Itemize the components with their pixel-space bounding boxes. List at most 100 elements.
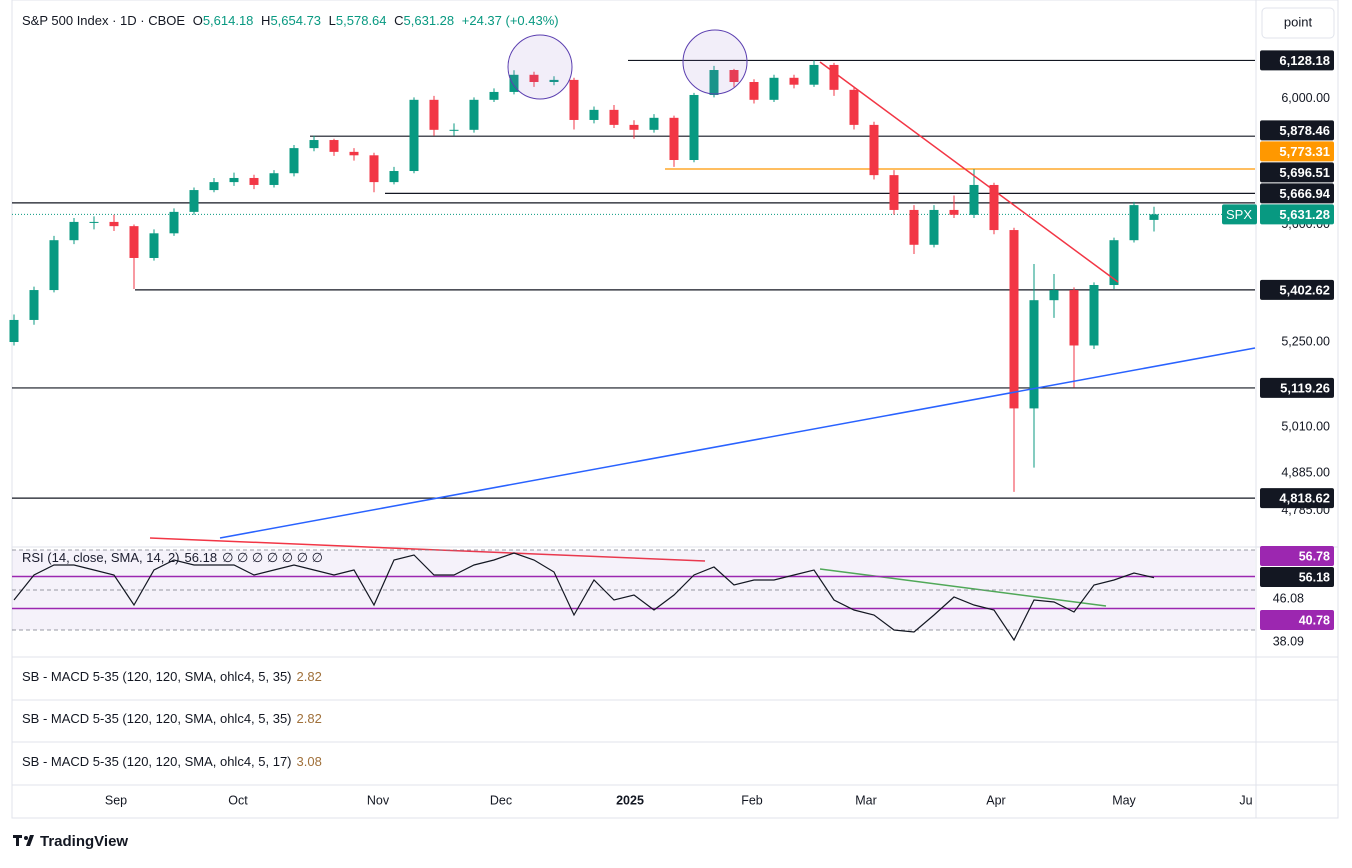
logo-part [24,836,28,840]
macd-title: SB - MACD 5-35 (120, 120, SMA, ohlc4, 5,… [22,754,292,769]
y-tick-label: 6,000.00 [1281,91,1330,105]
y-tick-label: 5,250.00 [1281,334,1330,348]
rsi-nulls: ∅ ∅ ∅ ∅ ∅ ∅ ∅ [222,550,323,565]
candle-body [69,221,79,241]
candle-body [789,77,799,85]
rsi-legend: RSI (14, close, SMA, 14, 2) 56.18 ∅ ∅ ∅ ∅ … [22,550,323,565]
macd-value: 2.82 [297,711,322,726]
rsi-axis-label: 56.78 [1299,549,1330,563]
c-value: 5,631.28 [404,13,455,28]
candle-body [1129,205,1139,241]
rsi-axis-label: 40.78 [1299,613,1330,627]
o-value: 5,614.18 [203,13,254,28]
candle-body [929,209,939,245]
rsi-value: 56.18 [185,550,218,565]
scale-button-label[interactable]: point [1284,14,1313,29]
o-label: O [193,13,203,28]
symbol-tag [1222,204,1257,225]
candle-body [1089,285,1099,346]
x-tick-label: Ju [1239,793,1252,807]
candle-body [1049,290,1059,301]
price-label-box [1260,141,1334,162]
macd-value: 2.82 [297,669,322,684]
candle-body [409,99,419,172]
l-value: 5,578.64 [336,13,387,28]
price-label: 5,402.62 [1279,282,1330,297]
rsi-trend-line [819,568,1107,607]
y-tick-label: 4,885.00 [1281,465,1330,479]
y-tick-label: 5,010.00 [1281,419,1330,433]
logo-part [16,835,19,846]
x-tick-label: Dec [490,793,512,807]
rsi-line [13,552,1155,642]
candle-body [849,89,859,125]
candle-body [609,109,619,125]
macd-legend: SB - MACD 5-35 (120, 120, SMA, ohlc4, 5,… [22,711,322,726]
candle-body [1109,240,1119,286]
price-label-box [1260,50,1334,71]
candle-body [709,70,719,95]
c-label: C [394,13,403,28]
candle-body [869,124,879,176]
rsi-label-box [1260,610,1334,630]
candle-body [9,319,19,343]
price-pane [9,59,1255,499]
candle-body [569,79,579,120]
scale-button[interactable] [1261,7,1335,39]
price-label: 6,128.18 [1279,53,1330,68]
candle-body [149,233,159,258]
highlight-circle [507,34,573,100]
candle-body [229,177,239,183]
price-label: 5,696.51 [1279,165,1330,180]
candle-body [29,290,39,320]
l-label: L [329,13,336,28]
x-tick-label: Apr [986,793,1005,807]
candle-body [469,99,479,130]
candle-body [449,129,459,131]
axis-labels: 6,000.005,600.005,250.005,010.004,885.00… [1222,50,1334,648]
candle-body [829,64,839,90]
candle-body [989,184,999,231]
price-label-box [1260,120,1334,141]
price-label: 5,666.94 [1279,186,1330,201]
legend-header: S&P 500 Index · 1D · CBOE O5,614.18 H5,6… [22,13,559,28]
candle-body [969,184,979,215]
rsi-label-box [1260,567,1334,587]
candle-body [269,173,279,185]
price-label-box [1260,377,1334,398]
candle-body [109,221,119,227]
candle-body [349,151,359,156]
logo-part [26,835,34,846]
price-label-box [1260,183,1334,204]
rsi-axis-label: 56.18 [1299,570,1330,584]
candle-body [749,81,759,100]
candle-body [169,211,179,234]
macd-legend: SB - MACD 5-35 (120, 120, SMA, ohlc4, 5,… [22,669,322,684]
candle-body [1029,300,1039,409]
x-tick-label: Sep [105,793,127,807]
candle-body [309,140,319,149]
candle-body [729,70,739,82]
price-label: 5,119.26 [1280,380,1330,395]
trend-line [219,347,1256,539]
candle-body [429,99,439,130]
x-tick-label: Nov [367,793,390,807]
candle-body [689,94,699,161]
price-label: 5,773.31 [1279,144,1330,159]
candle-body [809,64,819,85]
macd-title: SB - MACD 5-35 (120, 120, SMA, ohlc4, 5,… [22,669,292,684]
price-label-box [1260,279,1334,300]
brand-logo [13,835,34,846]
candle-body [289,148,299,174]
candle-body [489,91,499,100]
candle-body [129,226,139,258]
symbol-tag-label: SPX [1226,207,1252,222]
brand: TradingView [40,833,128,850]
price-label-box [1260,162,1334,183]
candle-body [49,240,59,291]
price-label-box [1260,488,1334,509]
price-label-box [1260,204,1334,225]
candle-body [649,117,659,130]
candle-body [329,140,339,152]
